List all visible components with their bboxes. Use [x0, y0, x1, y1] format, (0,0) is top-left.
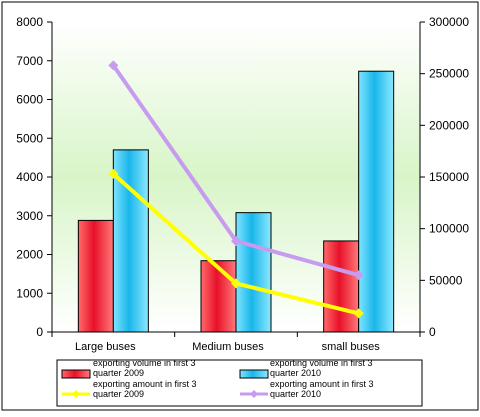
legend-label-line2: quarter 2009: [93, 389, 144, 399]
bars-layer: [77, 70, 395, 333]
bar-2009-0: [77, 219, 114, 333]
marker-2010-2: [353, 270, 364, 281]
right-tick-label: 50000: [429, 273, 463, 287]
legend-marker: [72, 390, 80, 398]
marker-2009-2: [353, 308, 364, 319]
legend-label-line1: exporting volume in first 3: [93, 358, 196, 368]
left-tick-label: 3000: [16, 209, 43, 223]
right-tick-label: 200000: [429, 118, 469, 132]
right-tick-label: 300000: [429, 15, 469, 29]
legend-label-line1: exporting volume in first 3: [270, 358, 373, 368]
bar-2010-2: [358, 70, 395, 333]
left-tick-label: 5000: [16, 131, 43, 145]
axes-layer: 0 1000 2000 3000 4000 5000 6000 7000 8000 0 50000 1…: [16, 15, 469, 353]
lines-layer: [108, 60, 364, 319]
bar-2009-1: [200, 260, 237, 333]
legend-label-line1: exporting amount in first 3: [270, 379, 374, 389]
legend-label-line1: exporting amount in first 3: [93, 379, 197, 389]
left-tick-label: 2000: [16, 248, 43, 262]
legend-box: [56, 359, 423, 407]
x-tick-label: Medium buses: [192, 341, 264, 353]
left-tick-label: 8000: [16, 15, 43, 29]
left-tick-label: 4000: [16, 170, 43, 184]
marker-2010-1: [231, 236, 241, 247]
left-tick-label: 1000: [16, 286, 43, 300]
x-tick-label: small buses: [322, 341, 381, 353]
marker-2010-0: [108, 60, 119, 71]
legend-marker: [250, 390, 258, 398]
marker-2009-1: [231, 278, 241, 289]
legend-swatch-volume-2009: [61, 369, 91, 379]
legend-label-line2: quarter 2010: [270, 368, 321, 378]
x-tick-label: Large buses: [75, 341, 136, 353]
right-tick-label: 100000: [429, 222, 469, 236]
right-tick-label: 0: [429, 325, 436, 339]
legend-label-line2: quarter 2009: [93, 368, 144, 378]
left-tick-label: 6000: [16, 93, 43, 107]
legend-label-line2: quarter 2010: [270, 389, 321, 399]
bar-2009-2: [323, 240, 360, 333]
left-tick-label: 7000: [16, 54, 43, 68]
left-tick-label: 0: [36, 325, 43, 339]
bar-2010-1: [235, 212, 272, 333]
right-tick-label: 250000: [429, 67, 469, 81]
right-tick-label: 150000: [429, 170, 469, 184]
marker-2009-0: [108, 168, 119, 179]
legend-swatch-volume-2010: [239, 369, 269, 379]
